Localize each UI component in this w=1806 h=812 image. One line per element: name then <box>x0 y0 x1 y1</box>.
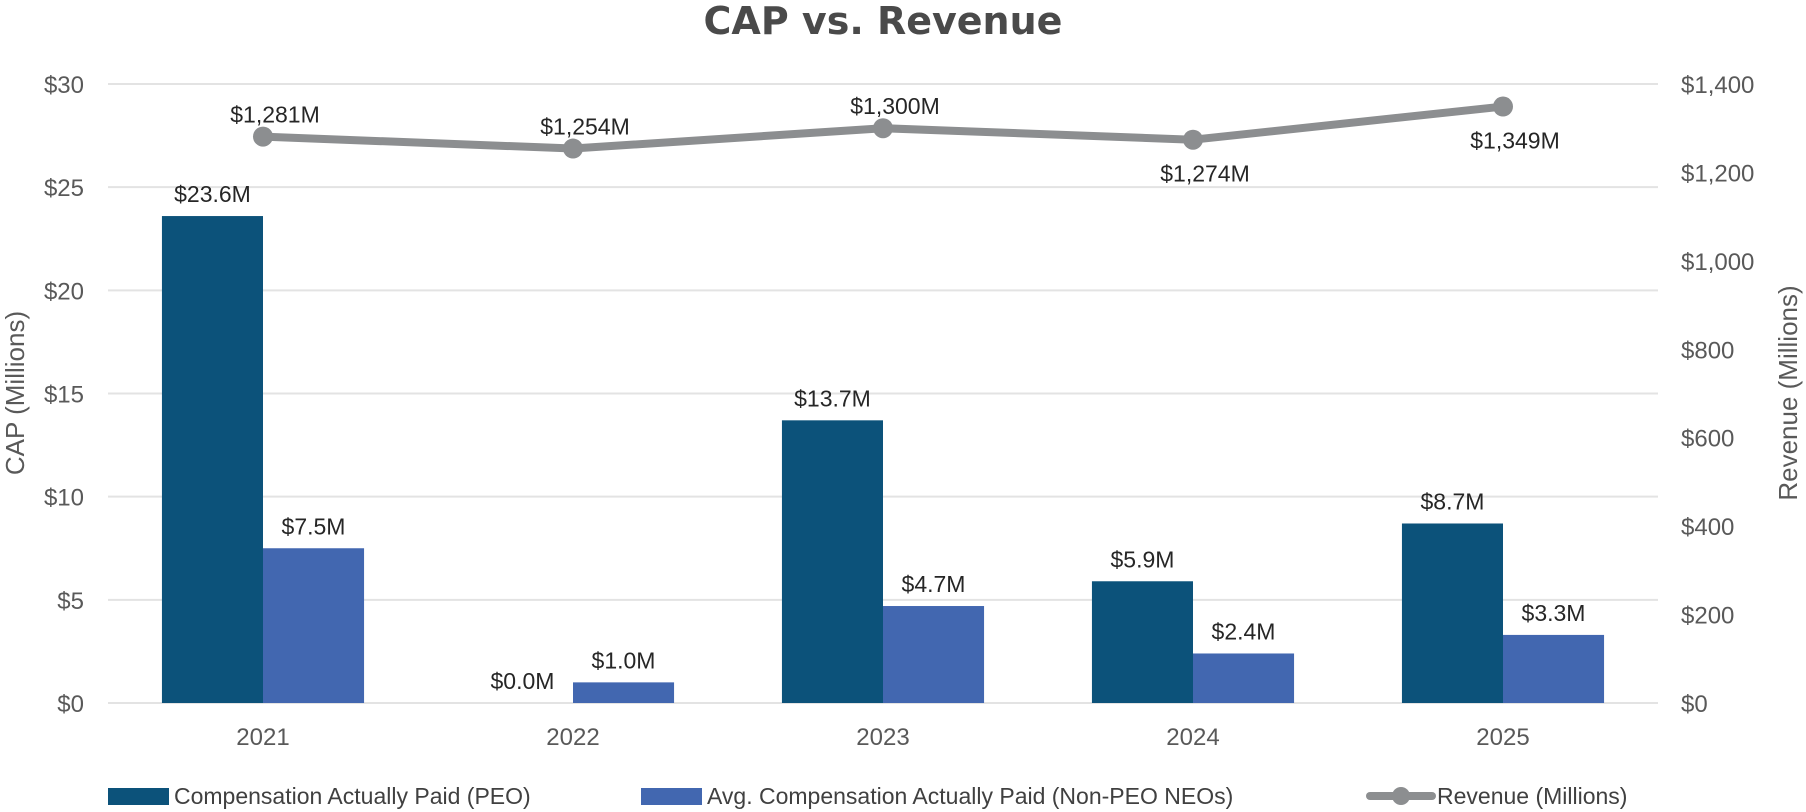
right-tick-label: $1,000 <box>1681 249 1754 276</box>
left-tick-label: $20 <box>44 278 84 305</box>
data-label-revenue: $1,254M <box>540 114 630 140</box>
right-axis-title: Revenue (Millions) <box>1773 285 1803 500</box>
data-label-revenue: $1,300M <box>850 93 940 119</box>
right-tick-label: $400 <box>1681 514 1734 541</box>
x-tick-label: 2025 <box>1476 724 1529 751</box>
revenue-line <box>253 96 1513 159</box>
right-tick-label: $1,200 <box>1681 160 1754 187</box>
legend-item-peo[interactable]: Compensation Actually Paid (PEO) <box>108 783 531 809</box>
bar-peo <box>161 216 263 703</box>
legend-label-peo: Compensation Actually Paid (PEO) <box>174 783 531 809</box>
data-label-peo: $0.0M <box>491 668 555 694</box>
data-label-non-peo: $7.5M <box>282 513 346 539</box>
x-tick-label: 2023 <box>856 724 909 751</box>
data-label-peo: $23.6M <box>174 181 251 207</box>
data-label-revenue: $1,349M <box>1470 128 1560 154</box>
legend-swatch-peo <box>108 788 169 805</box>
revenue-point <box>1183 129 1203 150</box>
x-tick-label: 2024 <box>1166 724 1219 751</box>
left-tick-label: $25 <box>44 175 84 202</box>
right-tick-label: $200 <box>1681 603 1734 630</box>
left-tick-label: $10 <box>44 485 84 512</box>
right-tick-label: $600 <box>1681 426 1734 453</box>
revenue-point <box>563 138 583 159</box>
revenue-point <box>873 118 893 139</box>
bar-peo <box>1401 523 1503 703</box>
bars <box>161 216 1605 703</box>
left-tick-label: $0 <box>57 691 84 718</box>
data-label-peo: $5.9M <box>1111 546 1175 572</box>
revenue-point <box>1493 96 1513 117</box>
data-labels: $23.6M $0.0M $13.7M $5.9M $8.7M $7.5M $1.0M $4.… <box>174 93 1585 694</box>
legend-item-non-peo[interactable]: Avg. Compensation Actually Paid (Non-PEO… <box>641 783 1233 809</box>
data-label-peo: $8.7M <box>1421 488 1485 514</box>
data-label-non-peo: $2.4M <box>1212 618 1276 644</box>
right-tick-label: $800 <box>1681 337 1734 364</box>
data-label-non-peo: $1.0M <box>592 647 656 673</box>
data-label-revenue: $1,281M <box>230 102 320 128</box>
left-axis-title: CAP (Millions) <box>0 311 30 475</box>
data-label-non-peo: $3.3M <box>1522 600 1586 626</box>
bar-non-peo <box>263 548 365 703</box>
data-label-peo: $13.7M <box>794 385 871 411</box>
left-tick-label: $15 <box>44 382 84 409</box>
legend-label-revenue: Revenue (Millions) <box>1437 783 1627 809</box>
bar-non-peo <box>1193 653 1295 703</box>
bar-non-peo <box>573 682 675 703</box>
revenue-point <box>253 126 273 147</box>
chart-title: CAP vs. Revenue <box>704 0 1063 43</box>
bar-peo <box>781 420 883 703</box>
legend-marker-revenue <box>1392 787 1410 805</box>
legend-label-non-peo: Avg. Compensation Actually Paid (Non-PEO… <box>707 783 1233 809</box>
x-axis-ticks: 2021 2022 2023 2024 2025 <box>236 724 1529 751</box>
left-tick-label: $30 <box>44 72 84 99</box>
right-tick-label: $0 <box>1681 691 1708 718</box>
right-axis-ticks: $0 $200 $400 $600 $800 $1,000 $1,200 $1,400 <box>1681 72 1754 718</box>
left-tick-label: $5 <box>57 588 84 615</box>
data-label-non-peo: $4.7M <box>902 571 966 597</box>
left-axis-ticks: $0 $5 $10 $15 $20 $25 $30 <box>44 72 84 718</box>
x-tick-label: 2021 <box>236 724 289 751</box>
legend-swatch-non-peo <box>641 788 702 805</box>
x-tick-label: 2022 <box>546 724 599 751</box>
bar-non-peo <box>883 606 985 703</box>
bar-peo <box>1091 581 1193 703</box>
right-tick-label: $1,400 <box>1681 72 1754 99</box>
legend: Compensation Actually Paid (PEO) Avg. Co… <box>108 783 1627 809</box>
bar-non-peo <box>1503 634 1605 703</box>
data-label-revenue: $1,274M <box>1160 161 1250 187</box>
legend-item-revenue[interactable]: Revenue (Millions) <box>1366 783 1627 809</box>
